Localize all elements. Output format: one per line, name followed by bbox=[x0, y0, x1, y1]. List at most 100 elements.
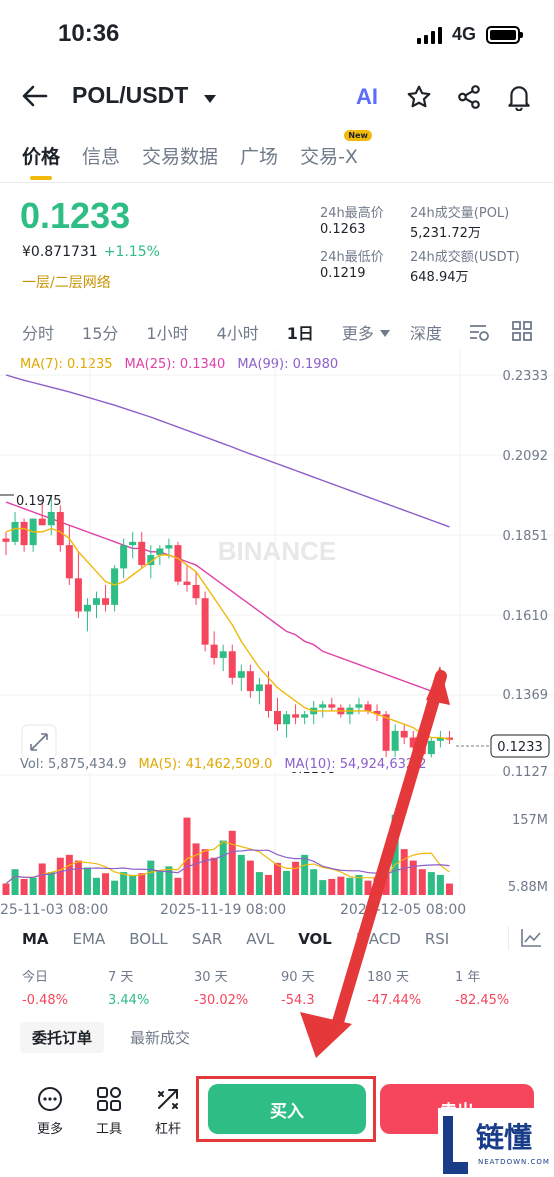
candle bbox=[65, 545, 73, 579]
tab-trade-x[interactable]: 交易-X New bbox=[300, 130, 372, 169]
interval-4h[interactable]: 4小时 bbox=[216, 324, 259, 343]
perf-label: 90 天 bbox=[281, 970, 315, 985]
network-tag[interactable]: 一层/二层网络 bbox=[22, 275, 111, 291]
y-tick: 0.1127 bbox=[503, 765, 549, 780]
tab-price[interactable]: 价格 bbox=[22, 142, 60, 180]
candle bbox=[93, 598, 100, 605]
indicator-vol[interactable]: VOL bbox=[298, 930, 332, 948]
pair-selector[interactable]: POL/USDT bbox=[72, 82, 217, 110]
tab-trading-data[interactable]: 交易数据 bbox=[142, 146, 219, 168]
indicator-macd[interactable]: MACD bbox=[355, 930, 401, 948]
candle bbox=[292, 714, 300, 718]
perf-value: -0.48% bbox=[22, 993, 68, 1008]
volume-bar bbox=[129, 874, 137, 895]
share-icon[interactable] bbox=[456, 84, 482, 110]
interval-more[interactable]: 更多 bbox=[341, 324, 374, 343]
grid-layout-icon[interactable] bbox=[512, 321, 532, 345]
candle bbox=[391, 730, 399, 751]
ma99-line bbox=[5, 374, 450, 528]
volume-bar bbox=[210, 857, 218, 895]
vol-pol-value: 5,231.72万 bbox=[410, 226, 481, 241]
star-icon[interactable] bbox=[406, 84, 432, 110]
more-icon bbox=[38, 1087, 62, 1111]
kline-chart[interactable]: BINANCE 0.2333 0.2092 0.1851 0.1610 0.13… bbox=[0, 350, 554, 930]
volume-bar bbox=[436, 874, 444, 895]
low-value: 0.1219 bbox=[320, 266, 366, 281]
interval-1h[interactable]: 1小时 bbox=[146, 324, 189, 343]
vol-ma5: MA(5): 41,462,509.0 bbox=[138, 757, 273, 772]
leverage-icon bbox=[158, 1089, 178, 1109]
tab-info[interactable]: 信息 bbox=[82, 146, 121, 168]
ai-icon[interactable]: AI bbox=[356, 84, 378, 109]
interval-1d[interactable]: 1日 bbox=[286, 324, 314, 343]
ma25-legend: MA(25): 0.1340 bbox=[124, 357, 226, 372]
volume-bar bbox=[364, 880, 372, 895]
volume-bar bbox=[74, 860, 82, 895]
indicator-ma[interactable]: MA bbox=[22, 930, 49, 948]
candle bbox=[201, 598, 209, 645]
perf-label: 今日 bbox=[22, 970, 49, 985]
tab-trade-x-label: 交易-X bbox=[300, 146, 358, 168]
candle bbox=[111, 568, 119, 605]
tab-square[interactable]: 广场 bbox=[240, 146, 279, 168]
perf-label: 1 年 bbox=[455, 970, 481, 985]
volume-bar bbox=[219, 840, 227, 895]
tools-icon bbox=[97, 1087, 121, 1111]
current-price-label: 0.1233 bbox=[497, 740, 543, 755]
indicator-tabs: MA EMA BOLL SAR AVL VOL MACD RSI bbox=[22, 930, 473, 948]
candle bbox=[102, 598, 110, 605]
indicator-rsi[interactable]: RSI bbox=[424, 930, 450, 948]
orders-tabs: 委托订单 最新成交 bbox=[20, 1022, 202, 1053]
new-badge: New bbox=[344, 130, 372, 141]
indicator-boll[interactable]: BOLL bbox=[129, 930, 168, 948]
candle bbox=[47, 511, 55, 526]
volume-bar bbox=[65, 854, 73, 895]
indicator-chart-icon[interactable] bbox=[520, 928, 542, 952]
tab-open-orders[interactable]: 委托订单 bbox=[20, 1022, 105, 1053]
leverage-button[interactable]: 杠杆 bbox=[146, 1086, 190, 1137]
buy-button[interactable]: 买入 bbox=[208, 1084, 366, 1134]
indicator-avl[interactable]: AVL bbox=[246, 930, 275, 948]
candle bbox=[228, 651, 236, 678]
perf-180d: 180 天 -47.44% bbox=[367, 966, 421, 1008]
low-label: 24h最低价 bbox=[320, 250, 384, 265]
volume-bar bbox=[111, 880, 119, 895]
ma7-legend: MA(7): 0.1235 bbox=[20, 357, 113, 372]
indicator-sar[interactable]: SAR bbox=[191, 930, 223, 948]
buy-highlight-box bbox=[196, 1076, 376, 1142]
more-button[interactable]: 更多 bbox=[28, 1086, 72, 1137]
volume-bar bbox=[328, 878, 336, 895]
candle bbox=[301, 714, 309, 718]
tab-latest-trades[interactable]: 最新成交 bbox=[130, 1029, 191, 1047]
candle bbox=[237, 671, 245, 678]
volume-bar bbox=[346, 877, 354, 895]
brand-name: 链懂 bbox=[476, 1121, 533, 1154]
candle bbox=[20, 521, 28, 546]
candle bbox=[11, 521, 19, 542]
volume-bar bbox=[337, 876, 345, 895]
pair-name: POL/USDT bbox=[72, 82, 189, 108]
volume-bar bbox=[20, 878, 28, 895]
perf-today: 今日 -0.48% bbox=[22, 966, 68, 1008]
candle bbox=[283, 714, 291, 725]
candle bbox=[264, 684, 272, 711]
candle bbox=[38, 518, 46, 526]
candle bbox=[246, 671, 254, 692]
caret-down-icon[interactable] bbox=[379, 323, 390, 342]
indicator-ema[interactable]: EMA bbox=[72, 930, 106, 948]
volume-bar bbox=[138, 873, 146, 895]
candle bbox=[328, 704, 336, 708]
volume-bar bbox=[228, 830, 236, 895]
depth-tab[interactable]: 深度 bbox=[409, 324, 442, 343]
tools-button[interactable]: 工具 bbox=[87, 1086, 131, 1137]
vol-tick: 157M bbox=[512, 813, 548, 828]
interval-15m[interactable]: 15分 bbox=[82, 324, 119, 343]
bell-icon[interactable] bbox=[506, 83, 532, 111]
interval-time[interactable]: 分时 bbox=[22, 324, 55, 343]
chart-settings-icon[interactable] bbox=[468, 322, 490, 346]
expand-icon[interactable] bbox=[21, 724, 57, 760]
candle bbox=[129, 541, 137, 546]
back-arrow-icon[interactable] bbox=[22, 84, 48, 108]
volume-bar bbox=[156, 870, 164, 895]
candle bbox=[382, 714, 390, 751]
